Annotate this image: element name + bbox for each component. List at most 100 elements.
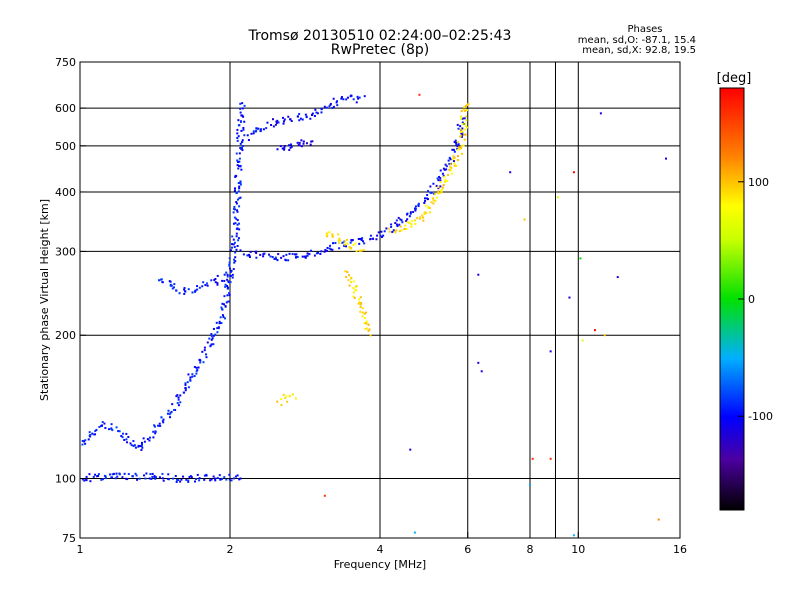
data-point [274,123,277,126]
data-point [267,253,270,256]
data-point [176,402,179,405]
data-point [325,234,328,237]
data-point [239,120,242,123]
data-point [277,121,280,124]
data-point [100,424,103,427]
data-point [216,327,219,330]
data-point [443,168,446,171]
data-point [439,185,442,188]
data-point [581,339,584,342]
data-point [125,432,128,435]
data-point [239,146,242,149]
data-point [419,217,422,220]
data-point [233,189,236,192]
data-point [239,196,242,199]
data-point [226,275,229,278]
x-tick-label: 10 [571,543,585,556]
data-point [406,218,409,221]
data-point [360,249,363,252]
data-point [365,322,368,325]
data-point [417,203,420,206]
data-point [457,141,460,144]
data-point [223,303,226,306]
data-point [175,478,178,481]
data-point [153,475,156,478]
data-point [363,242,366,245]
data-point [463,138,466,141]
data-point [235,217,238,220]
data-point [350,277,353,280]
data-point [410,225,413,228]
data-point [81,443,84,446]
data-point [236,209,239,212]
data-point [243,104,246,107]
data-point [329,244,332,247]
data-point [255,250,258,253]
data-point [323,494,326,497]
data-point [169,411,172,414]
data-point [130,444,133,447]
data-point [465,104,468,107]
data-point [84,439,87,442]
data-point [450,172,453,175]
data-point [187,386,190,389]
data-point [280,398,283,401]
data-point [273,257,276,260]
data-point [320,111,323,114]
data-point [465,115,468,118]
data-point [345,238,348,241]
data-point [392,229,395,232]
data-point [287,259,290,262]
chart-subtitle: RwPretec (8p) [331,42,429,58]
data-point [238,222,241,225]
data-point [298,119,301,122]
y-tick-label: 100 [55,473,76,486]
data-point [442,174,445,177]
data-point [237,119,240,122]
data-point [296,115,299,118]
data-point [450,169,453,172]
data-point [549,457,552,460]
data-point [238,160,241,163]
data-point [464,122,467,125]
data-point [170,410,173,413]
data-point [235,152,238,155]
data-point [238,478,241,481]
data-point [435,184,438,187]
x-tick-label: 1 [77,543,84,556]
data-point [310,140,313,143]
data-point [236,159,239,162]
data-point [342,98,345,101]
data-point [232,268,235,271]
data-point [262,255,265,258]
data-point [397,216,400,219]
data-point [158,424,161,427]
data-point [414,222,417,225]
data-point [237,237,240,240]
data-point [161,420,164,423]
data-point [153,425,156,428]
data-point [213,278,216,281]
data-point [103,422,106,425]
data-point [326,246,329,249]
data-point [110,428,113,431]
data-point [158,476,161,479]
data-point [367,323,370,326]
data-point [142,437,145,440]
data-point [359,306,362,309]
data-point [94,473,97,476]
data-point [325,106,328,109]
data-point [328,231,331,234]
data-point [250,132,253,135]
data-point [187,288,190,291]
data-point [352,98,355,101]
data-point [280,404,283,407]
data-point [229,270,232,273]
data-point [400,219,403,222]
data-point [262,128,265,131]
data-point [182,475,185,478]
data-point [276,148,279,151]
data-point [191,291,194,294]
data-point [456,123,459,126]
data-point [529,483,531,486]
